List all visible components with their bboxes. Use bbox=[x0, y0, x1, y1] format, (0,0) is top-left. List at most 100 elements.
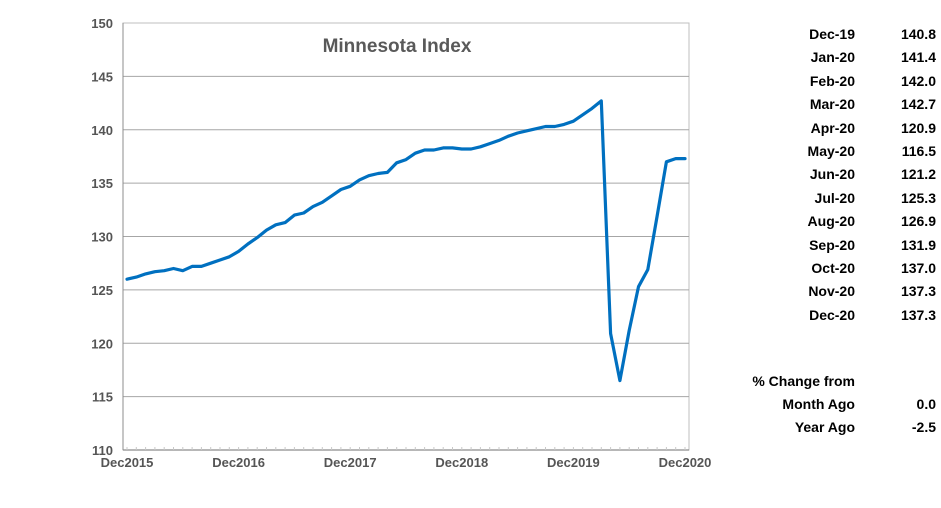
data-point bbox=[470, 148, 472, 150]
y-tick-label: 145 bbox=[91, 69, 113, 84]
row-value: 137.3 bbox=[900, 283, 936, 300]
table-row: Dec-20 137.3 bbox=[700, 305, 936, 325]
y-axis: 110 115 120 125 130 135 140 145 150 bbox=[91, 16, 124, 458]
row-month: Jun-20 bbox=[809, 166, 855, 183]
data-point bbox=[544, 125, 547, 128]
data-point bbox=[126, 278, 128, 281]
data-point bbox=[302, 212, 305, 214]
data-point bbox=[628, 329, 630, 332]
data-point bbox=[293, 214, 296, 216]
row-value: 137.0 bbox=[900, 260, 936, 276]
monthly-values-table: Dec-19 140.8 Jan-20 141.4 Feb-20 142.0 Mar-20 1… bbox=[700, 24, 936, 444]
row-month: Dec-19 bbox=[809, 26, 855, 42]
table-row: Apr-20 120.9 bbox=[700, 118, 936, 138]
data-point bbox=[135, 276, 138, 278]
data-point bbox=[637, 285, 640, 288]
data-point bbox=[330, 195, 333, 197]
data-point bbox=[423, 149, 426, 151]
row-month: Sep-20 bbox=[809, 236, 855, 253]
data-point bbox=[414, 152, 417, 155]
data-point bbox=[507, 135, 510, 137]
row-value: 116.5 bbox=[901, 143, 936, 159]
row-value: 141.4 bbox=[900, 49, 936, 66]
data-point bbox=[321, 201, 324, 204]
data-point bbox=[247, 243, 249, 245]
data-point bbox=[451, 147, 454, 149]
data-point bbox=[572, 120, 575, 123]
data-point bbox=[358, 179, 361, 181]
month-ago-label: Month Ago bbox=[782, 396, 855, 412]
row-month: Mar-20 bbox=[809, 96, 855, 113]
data-point bbox=[609, 332, 612, 335]
data-point bbox=[488, 142, 491, 145]
y-tick-label: 150 bbox=[91, 16, 113, 31]
data-point bbox=[284, 221, 286, 224]
series-line bbox=[125, 99, 687, 383]
row-value: 121.2 bbox=[900, 166, 936, 183]
row-value: 126.9 bbox=[900, 213, 936, 230]
table-row: May-20 116.5 bbox=[700, 141, 936, 161]
row-month: Feb-20 bbox=[809, 72, 855, 89]
data-point bbox=[349, 185, 352, 188]
data-point bbox=[275, 223, 277, 226]
x-tick-label: Dec2016 bbox=[212, 455, 265, 470]
row-month: Oct-20 bbox=[811, 260, 855, 276]
data-point bbox=[619, 379, 621, 382]
year-ago-row: Year Ago -2.5 bbox=[700, 417, 936, 437]
table-row: Nov-20 137.3 bbox=[700, 281, 936, 301]
data-point bbox=[237, 250, 240, 253]
chart-title: Minnesota Index bbox=[323, 36, 472, 57]
data-point bbox=[526, 130, 528, 132]
data-point bbox=[581, 114, 584, 116]
data-point bbox=[554, 125, 556, 128]
table-row: Jul-20 125.3 bbox=[700, 188, 936, 208]
data-point bbox=[200, 265, 203, 268]
row-month: Dec-20 bbox=[809, 306, 855, 323]
data-point bbox=[516, 132, 519, 134]
table-row: Aug-20 126.9 bbox=[700, 211, 936, 231]
data-point bbox=[219, 259, 221, 261]
data-point bbox=[265, 229, 268, 231]
y-tick-label: 120 bbox=[91, 336, 113, 351]
row-month: Nov-20 bbox=[808, 283, 855, 300]
data-point bbox=[395, 162, 398, 164]
row-month: Jan-20 bbox=[810, 49, 855, 66]
data-point bbox=[647, 268, 649, 271]
change-heading: % Change from bbox=[752, 373, 855, 389]
change-heading-row: % Change from bbox=[700, 371, 936, 391]
x-tick-label: Dec2020 bbox=[659, 455, 712, 470]
data-point bbox=[182, 269, 184, 272]
x-tick-label: Dec2018 bbox=[435, 455, 488, 470]
table-row: Sep-20 131.9 bbox=[700, 235, 936, 255]
table-row: Mar-20 142.7 bbox=[700, 94, 936, 114]
series-layer bbox=[125, 99, 687, 383]
data-point bbox=[656, 215, 658, 218]
data-point bbox=[191, 265, 193, 268]
data-point bbox=[312, 205, 314, 208]
row-value: 137.3 bbox=[900, 306, 936, 323]
table-row: Feb-20 142.0 bbox=[700, 71, 936, 91]
x-tick-label: Dec2015 bbox=[101, 455, 154, 470]
data-point bbox=[144, 273, 147, 275]
table-row: Jan-20 141.4 bbox=[700, 47, 936, 67]
month-ago-row: Month Ago 0.0 bbox=[700, 394, 936, 414]
data-point bbox=[591, 107, 593, 110]
data-point bbox=[228, 255, 231, 258]
row-value: 125.3 bbox=[900, 189, 936, 206]
data-point bbox=[433, 149, 435, 151]
data-point bbox=[684, 157, 686, 160]
data-point bbox=[163, 269, 165, 272]
data-point bbox=[256, 236, 259, 239]
data-point bbox=[368, 174, 370, 177]
row-value: 142.7 bbox=[900, 96, 936, 113]
data-point bbox=[386, 171, 389, 174]
table-row: Jun-20 121.2 bbox=[700, 164, 936, 184]
data-point bbox=[665, 160, 668, 163]
month-ago-value: 0.0 bbox=[916, 396, 936, 412]
data-point bbox=[154, 270, 156, 273]
data-point bbox=[172, 267, 175, 270]
row-value: 120.9 bbox=[900, 119, 936, 136]
row-value: 142.0 bbox=[900, 72, 936, 89]
gridlines bbox=[122, 22, 690, 451]
